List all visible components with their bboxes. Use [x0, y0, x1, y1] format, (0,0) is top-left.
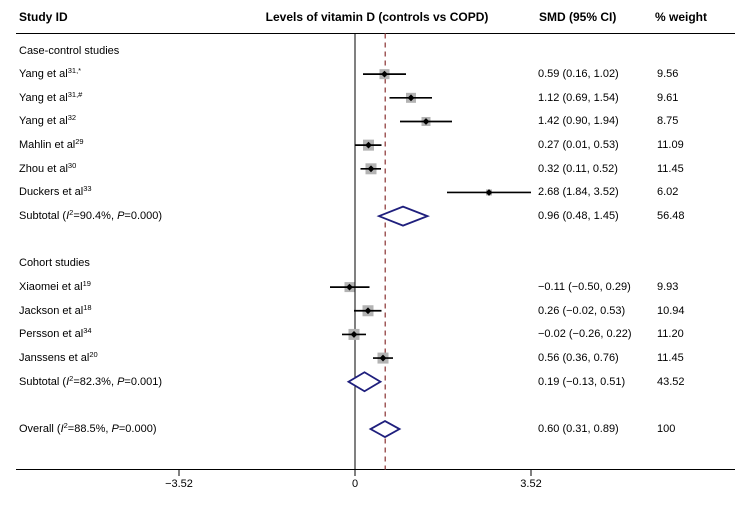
reference-superscript: 34 — [83, 326, 92, 336]
reference-superscript: 2 — [63, 421, 68, 431]
weight-value: 9.93 — [657, 281, 679, 294]
column-header-plot-title: Levels of vitamin D (controls vs COPD) — [265, 10, 489, 24]
weight-value: 9.56 — [657, 68, 679, 81]
smd-value: 0.96 (0.48, 1.45) — [538, 210, 619, 223]
section-label: Case-control studies — [19, 44, 120, 57]
subtotal-diamond — [376, 205, 430, 227]
point-estimate-marker — [422, 118, 430, 125]
reference-superscript: 19 — [82, 279, 91, 289]
column-header-weight: % weight — [655, 10, 708, 24]
weight-value: 8.75 — [657, 115, 679, 128]
study-label: Zhou et al30 — [19, 160, 77, 175]
smd-value: 0.27 (0.01, 0.53) — [538, 139, 619, 152]
smd-value: 1.42 (0.90, 1.94) — [538, 115, 619, 128]
subtotal-label: Subtotal (I2=90.4%, P=0.000) — [19, 208, 163, 223]
weight-value: 11.09 — [657, 139, 684, 152]
study-label: Yang et al31,# — [19, 89, 83, 104]
smd-value: 1.12 (0.69, 1.54) — [538, 91, 619, 104]
smd-value: 0.19 (−0.13, 0.51) — [538, 375, 626, 388]
reference-superscript: 33 — [83, 184, 92, 194]
study-label: Yang et al31,* — [19, 66, 82, 81]
point-estimate-marker — [407, 94, 415, 102]
smd-value: 0.56 (0.36, 0.76) — [538, 352, 619, 365]
x-axis-tick-label: −3.52 — [165, 478, 193, 490]
study-label: Xiaomei et al19 — [19, 279, 91, 294]
reference-superscript: 2 — [69, 208, 74, 218]
study-label: Duckers et al33 — [19, 184, 92, 199]
weight-value: 10.94 — [657, 304, 685, 317]
reference-superscript: 29 — [75, 137, 84, 147]
section-label: Cohort studies — [19, 257, 90, 270]
point-estimate-marker — [346, 283, 353, 291]
smd-value: −0.02 (−0.26, 0.22) — [538, 328, 632, 341]
subtotal-diamond — [346, 371, 383, 393]
reference-superscript: 30 — [67, 160, 77, 170]
study-label: Yang et al32 — [19, 113, 77, 128]
reference-superscript: 18 — [83, 302, 92, 312]
study-label: Janssens et al20 — [19, 350, 98, 365]
weight-value: 11.45 — [657, 162, 684, 175]
weight-value: 100 — [657, 423, 676, 436]
column-header-study-id: Study ID — [19, 10, 68, 24]
point-estimate-marker — [485, 189, 493, 196]
reference-superscript: 20 — [89, 350, 98, 360]
overall-label: Overall (I2=88.5%, P=0.000) — [19, 421, 157, 436]
overall-diamond — [368, 420, 402, 439]
smd-value: 0.59 (0.16, 1.02) — [538, 68, 619, 81]
smd-value: 0.60 (0.31, 0.89) — [538, 423, 619, 436]
reference-superscript: 31,* — [67, 66, 82, 76]
reference-superscript: 2 — [69, 373, 74, 383]
study-label: Persson et al34 — [19, 326, 92, 341]
study-label: Jackson et al18 — [19, 302, 92, 317]
smd-value: −0.11 (−0.50, 0.29) — [538, 281, 631, 294]
column-header-smd: SMD (95% CI) — [539, 10, 617, 24]
weight-value: 9.61 — [657, 91, 679, 104]
weight-value: 43.52 — [657, 375, 685, 388]
smd-value: 2.68 (1.84, 3.52) — [538, 186, 619, 199]
reference-superscript: 32 — [67, 113, 77, 123]
subtotal-label: Subtotal (I2=82.3%, P=0.001) — [19, 373, 163, 388]
smd-value: 0.26 (−0.02, 0.53) — [538, 304, 626, 317]
x-axis-tick-label: 3.52 — [520, 478, 542, 490]
point-estimate-marker — [367, 165, 375, 173]
weight-value: 11.20 — [657, 328, 684, 341]
study-label: Mahlin et al29 — [19, 137, 84, 152]
reference-superscript: 31,# — [67, 89, 83, 99]
smd-value: 0.32 (0.11, 0.52) — [538, 162, 618, 175]
weight-value: 56.48 — [657, 210, 685, 223]
weight-value: 11.45 — [657, 352, 684, 365]
weight-value: 6.02 — [657, 186, 679, 199]
point-estimate-marker — [381, 70, 388, 78]
point-estimate-marker — [365, 141, 372, 149]
x-axis-tick-label: 0 — [351, 478, 359, 490]
point-estimate-marker — [379, 354, 387, 362]
